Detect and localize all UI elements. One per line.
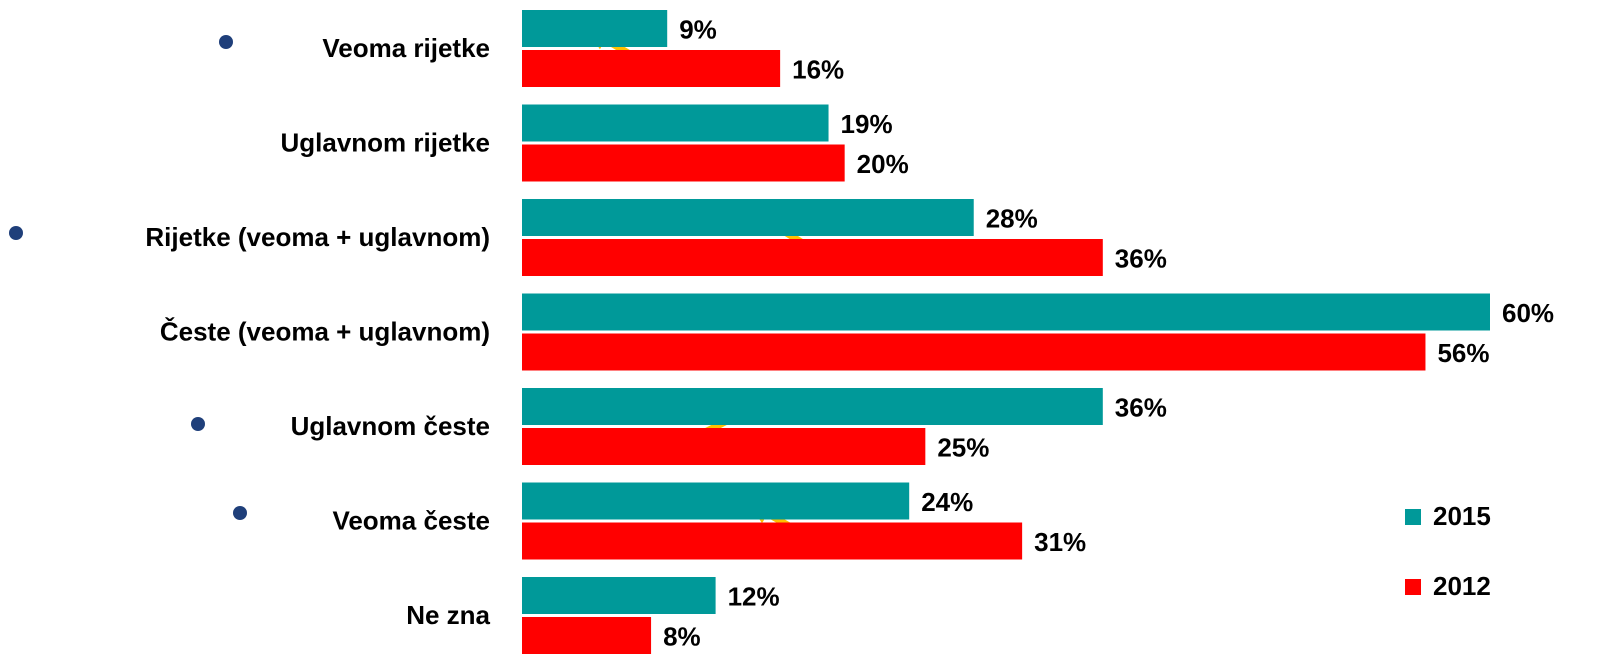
value-label: 24% xyxy=(921,487,973,517)
bar xyxy=(522,144,845,182)
bar xyxy=(522,577,716,614)
bar xyxy=(522,293,1490,331)
bar xyxy=(522,333,1426,371)
bar xyxy=(522,239,1103,276)
category-label: Veoma česte xyxy=(332,505,490,535)
category-label: Uglavnom česte xyxy=(291,411,490,441)
value-label: 31% xyxy=(1034,527,1086,557)
bullets xyxy=(9,35,247,520)
bar xyxy=(522,388,1103,425)
bullet xyxy=(219,35,233,49)
value-label: 16% xyxy=(792,54,844,84)
category-label: Česte (veoma + uglavnom) xyxy=(160,316,490,346)
value-label: 12% xyxy=(728,581,780,611)
category-label: Rijetke (veoma + uglavnom) xyxy=(145,222,490,252)
category-label: Uglavnom rijetke xyxy=(280,127,490,157)
bar xyxy=(522,10,668,47)
legend-swatch xyxy=(1405,579,1421,595)
bar xyxy=(522,428,926,465)
category-label: Ne zna xyxy=(406,600,490,630)
bullet xyxy=(233,506,247,520)
value-label: 8% xyxy=(663,621,701,651)
value-label: 56% xyxy=(1437,338,1489,368)
legend-label: 2012 xyxy=(1433,571,1491,601)
category-label: Veoma rijetke xyxy=(322,33,490,63)
bar xyxy=(522,617,652,654)
legend-label: 2015 xyxy=(1433,501,1491,531)
value-label: 25% xyxy=(937,432,989,462)
bar xyxy=(522,50,781,87)
value-label: 19% xyxy=(841,109,893,139)
bar xyxy=(522,522,1023,560)
value-label: 60% xyxy=(1502,298,1554,328)
bar xyxy=(522,199,974,236)
value-label: 28% xyxy=(986,203,1038,233)
value-label: 36% xyxy=(1115,392,1167,422)
value-label: 20% xyxy=(857,149,909,179)
bullet xyxy=(9,226,23,240)
bar xyxy=(522,482,910,520)
value-label: 36% xyxy=(1115,243,1167,273)
legend-swatch xyxy=(1405,509,1421,525)
value-label: 9% xyxy=(679,14,717,44)
bar xyxy=(522,104,829,142)
bullet xyxy=(191,417,205,431)
